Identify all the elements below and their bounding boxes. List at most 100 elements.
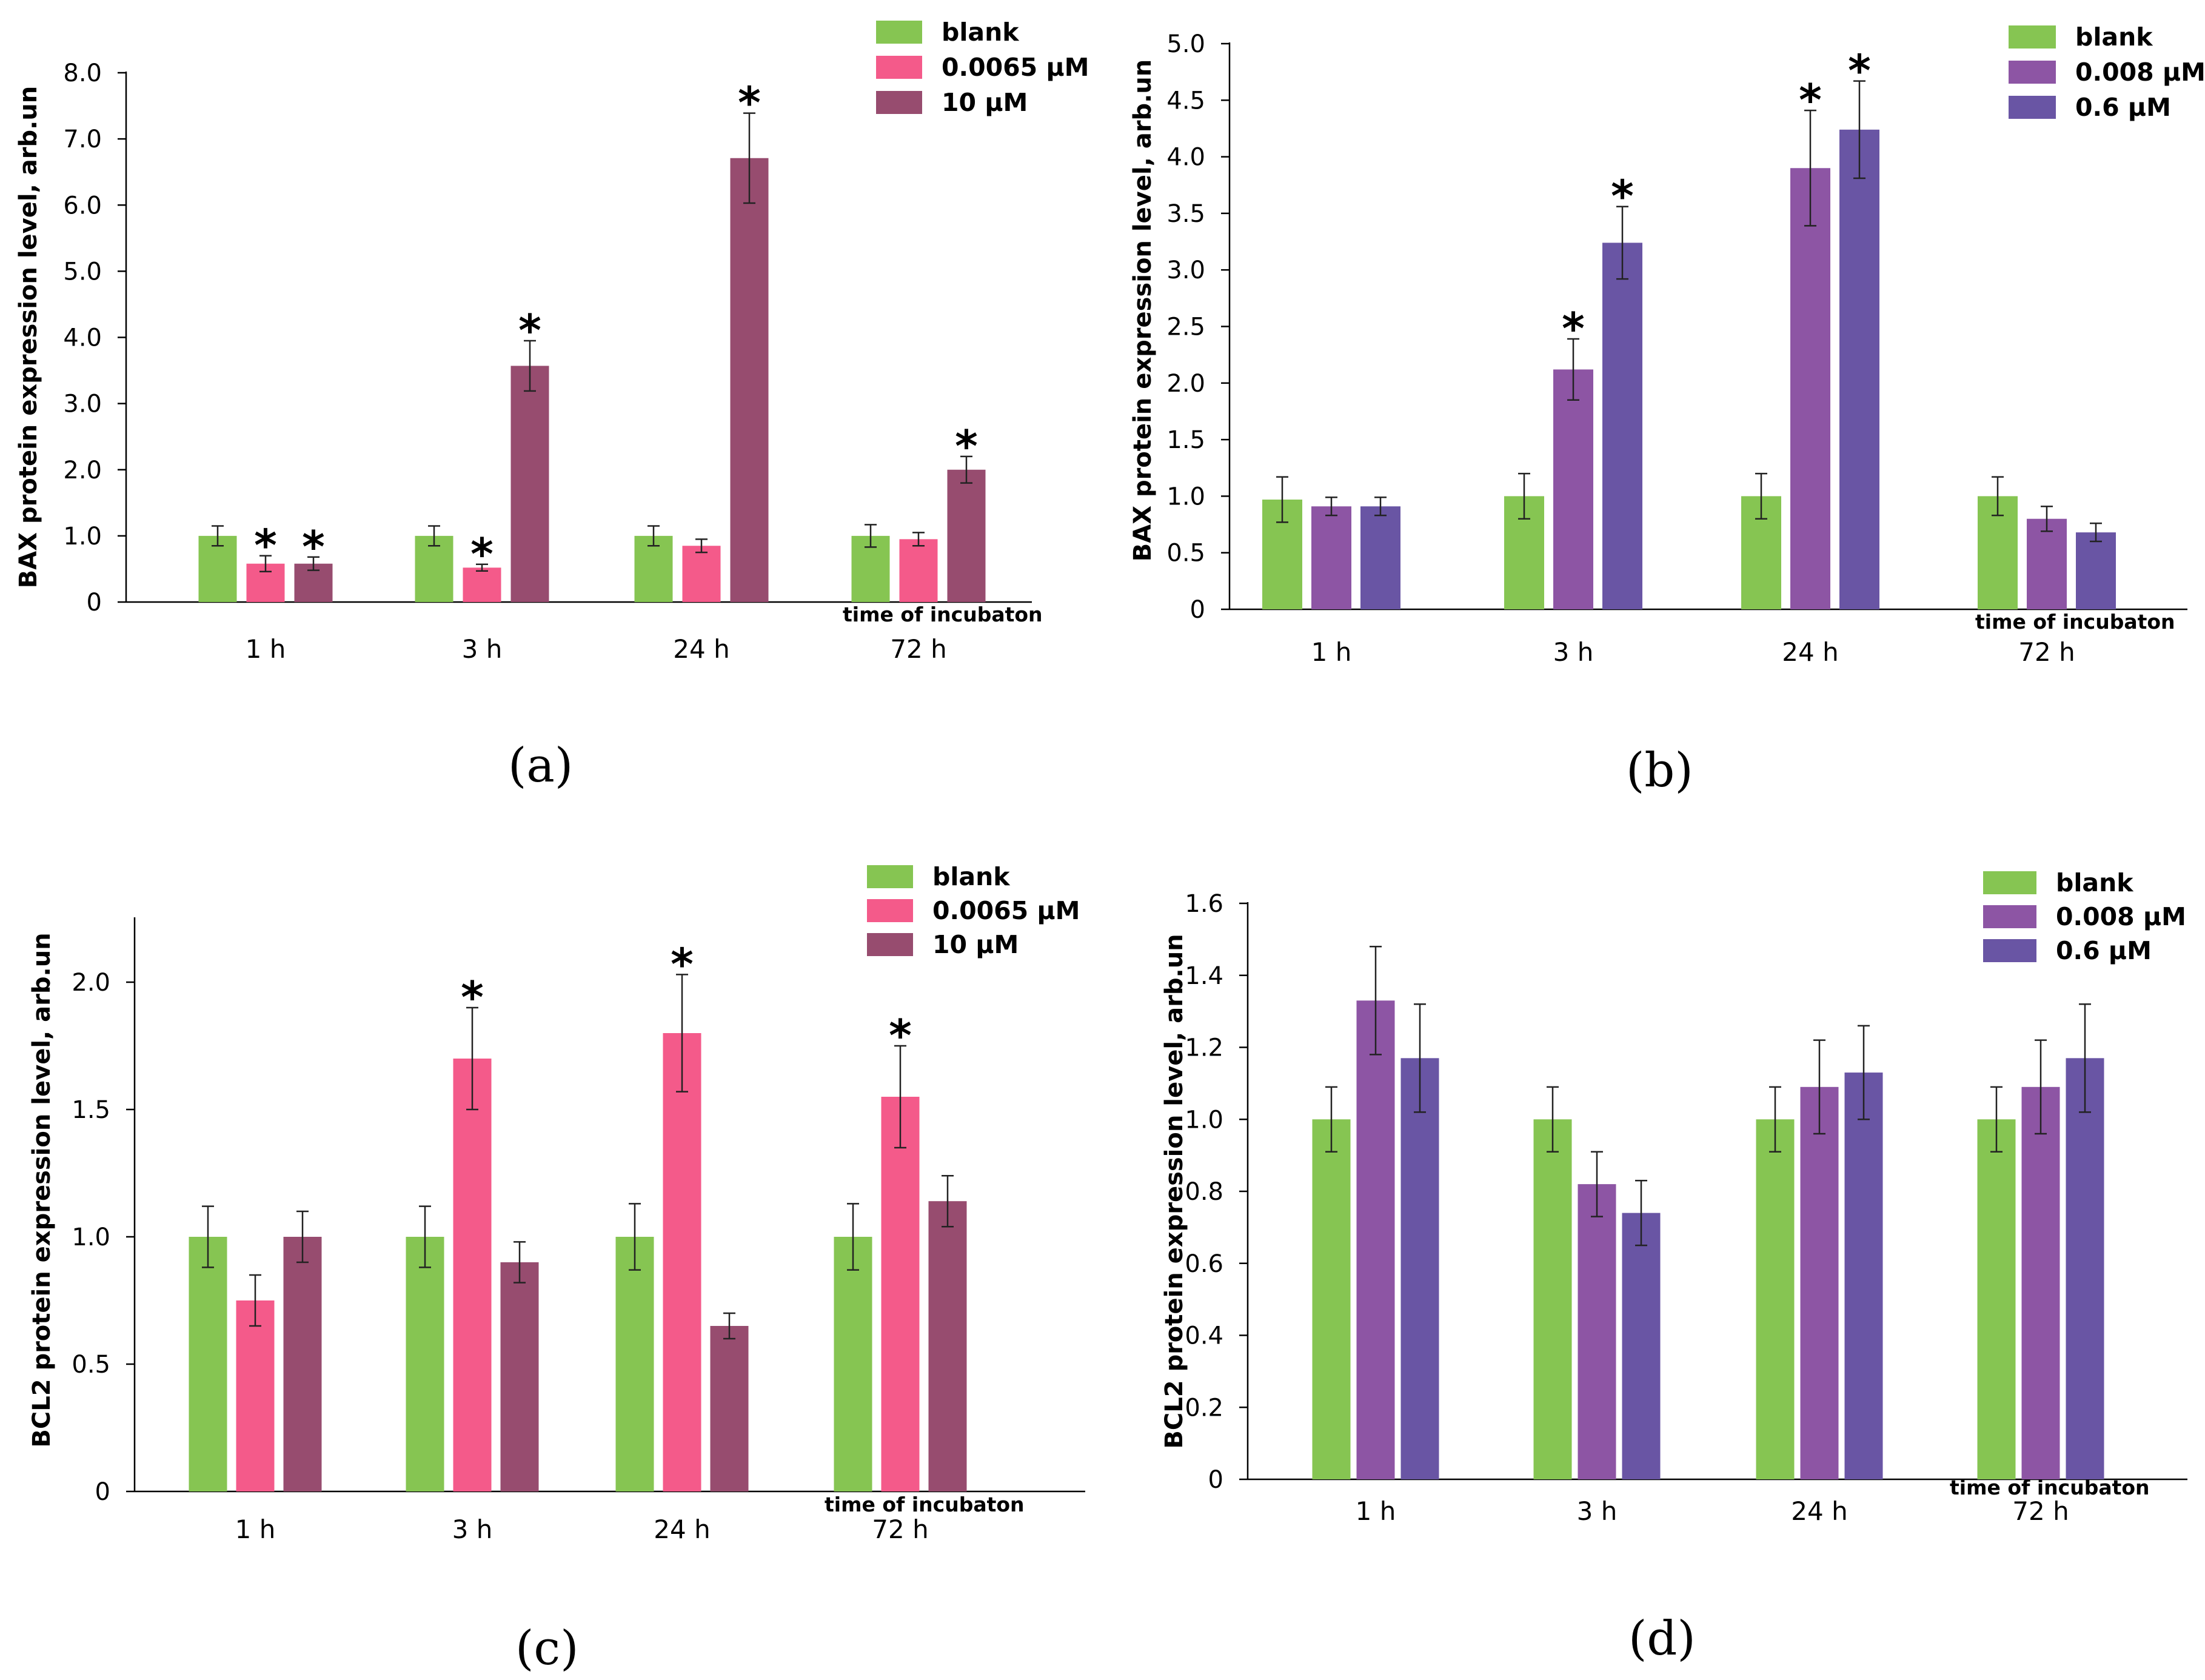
legend-swatch-high-b — [1983, 939, 2036, 962]
y-tick-label: 0 — [87, 589, 102, 617]
y-tick-label: 1.0 — [1166, 483, 1205, 510]
x-category-label: 24 h — [654, 1514, 710, 1544]
significance-star: * — [1611, 171, 1634, 222]
significance-star: * — [302, 521, 325, 572]
y-tick-label: 2.0 — [72, 969, 110, 997]
y-tick-label: 3.5 — [1166, 200, 1205, 228]
legend-label: 0.008 μM — [2075, 58, 2205, 87]
y-tick-label: 0 — [95, 1478, 110, 1506]
chart-panel-d: 0 0.2 0.4 0.6 0.8 1.0 1.2 1.4 1.6 BCL2 protein ex… — [1102, 840, 2205, 1680]
bar-low-b — [1311, 506, 1351, 609]
bar-high-b — [2076, 532, 2116, 609]
chart-svg-b: 0 0.5 1.0 1.5 2.0 2.5 3.0 3.5 4.0 4.5 5.0 BAX prote… — [1129, 22, 2205, 667]
chart-panel-b: 0 0.5 1.0 1.5 2.0 2.5 3.0 3.5 4.0 4.5 5.0 BAX prote… — [1102, 0, 2205, 840]
legend-label: 10 μM — [932, 930, 1019, 959]
x-category-label: 3 h — [1553, 637, 1594, 667]
legend-label: blank — [2075, 22, 2153, 52]
x-category-label: 3 h — [452, 1514, 493, 1544]
x-category-label: 3 h — [462, 634, 503, 664]
y-tick-label: 0.5 — [72, 1351, 110, 1379]
y-tick-label: 7.0 — [63, 125, 102, 153]
y-tick-label: 1.4 — [1185, 962, 1223, 990]
bar-low-b — [1578, 1184, 1616, 1479]
bar-high-a — [283, 1237, 322, 1491]
y-axis-label: BAX protein expression level, arb.un — [1129, 59, 1157, 561]
x-axis-label: time of incubaton — [1950, 1476, 2150, 1499]
legend-swatch-high-a — [876, 91, 922, 114]
y-tick-label: 0.8 — [1185, 1178, 1223, 1206]
legend-label: 0.0065 μM — [942, 53, 1089, 82]
y-axis-label: BCL2 protein expression level, arb.un — [28, 932, 56, 1447]
significance-star: * — [1848, 45, 1871, 96]
legend-label: blank — [2056, 868, 2134, 897]
bar-high-a — [947, 469, 986, 602]
x-category-label: 1 h — [246, 634, 286, 664]
x-category-label: 72 h — [2018, 637, 2075, 667]
y-tick-label: 0.6 — [1185, 1250, 1223, 1278]
bar-low-b — [1790, 168, 1830, 609]
y-tick-label: 5.0 — [1166, 30, 1205, 58]
y-tick-label: 1.6 — [1185, 890, 1223, 918]
x-category-label: 3 h — [1577, 1496, 1618, 1526]
y-tick-label: 3.0 — [63, 390, 102, 418]
bar-low-a — [236, 1300, 275, 1491]
significance-star: * — [1562, 303, 1585, 354]
bar-low-a — [463, 567, 501, 602]
significance-star: * — [518, 305, 541, 356]
y-tick-label: 2.5 — [1166, 313, 1205, 341]
x-category-label: 24 h — [673, 634, 729, 664]
x-axis-label: time of incubaton — [825, 1493, 1025, 1516]
bar-high-b — [1839, 129, 1879, 610]
y-tick-label: 5.0 — [63, 258, 102, 286]
legend-label: 0.6 μM — [2056, 936, 2152, 965]
y-axis-label: BCL2 protein expression level, arb.un — [1160, 934, 1188, 1448]
significance-star: * — [738, 78, 761, 129]
bar-low-a — [663, 1033, 701, 1491]
chart-svg-d: 0 0.2 0.4 0.6 0.8 1.0 1.2 1.4 1.6 BCL2 protein ex… — [1160, 868, 2187, 1526]
y-tick-label: 4.5 — [1166, 87, 1205, 115]
chart-panel-a: 0 1.0 2.0 3.0 4.0 5.0 6.0 7.0 8.0 BAX protein exp… — [0, 0, 1102, 840]
legend-swatch-high-b — [2009, 96, 2056, 119]
legend-label: 0.6 μM — [2075, 93, 2171, 122]
panel-label-a: (a) — [508, 738, 574, 793]
bar-low-b — [2021, 1086, 2060, 1479]
chart-svg-a: 0 1.0 2.0 3.0 4.0 5.0 6.0 7.0 8.0 BAX protein exp… — [15, 18, 1089, 664]
bar-low-a — [899, 539, 938, 602]
legend-swatch-high-a — [867, 933, 913, 956]
bar-high-b — [1400, 1058, 1439, 1479]
significance-star: * — [254, 520, 277, 571]
significance-star: * — [889, 1010, 912, 1061]
chart-panel-c: 0 0.5 1.0 1.5 2.0 BCL2 protein expression lev… — [0, 840, 1102, 1680]
bar-low-b — [1356, 1000, 1395, 1479]
legend-swatch-blank — [867, 865, 913, 888]
y-tick-label: 1.0 — [63, 523, 102, 551]
bar-high-a — [710, 1326, 749, 1491]
legend-label: 0.0065 μM — [932, 896, 1080, 925]
bar-high-b — [1622, 1213, 1661, 1479]
bar-high-a — [730, 158, 769, 602]
y-tick-label: 3.0 — [1166, 256, 1205, 284]
y-tick-label: 8.0 — [63, 59, 102, 87]
x-category-label: 1 h — [1311, 637, 1352, 667]
x-category-label: 72 h — [2012, 1496, 2069, 1526]
significance-star: * — [1799, 75, 1822, 125]
legend-label: blank — [932, 862, 1011, 891]
y-tick-label: 6.0 — [63, 192, 102, 219]
x-category-label: 1 h — [1356, 1496, 1396, 1526]
y-tick-label: 1.5 — [1166, 426, 1205, 454]
significance-star: * — [470, 529, 494, 580]
bar-blank — [834, 1237, 872, 1491]
y-tick-label: 4.0 — [63, 324, 102, 352]
bar-high-a — [510, 366, 549, 602]
bar-high-a — [928, 1201, 967, 1491]
bar-blank — [1977, 1119, 2016, 1479]
bar-low-b — [1800, 1086, 1839, 1479]
bar-low-a — [453, 1059, 492, 1491]
x-category-label: 24 h — [1791, 1496, 1847, 1526]
bar-blank — [1533, 1119, 1572, 1479]
bar-high-b — [1602, 243, 1642, 609]
legend-swatch-low-a — [876, 56, 922, 79]
legend-swatch-low-b — [2009, 61, 2056, 84]
y-tick-label: 1.0 — [1185, 1106, 1223, 1134]
significance-star: * — [671, 939, 694, 989]
